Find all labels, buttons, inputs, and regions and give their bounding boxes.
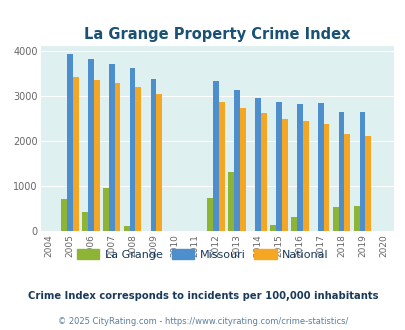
Bar	[359, 112, 364, 231]
Bar	[61, 199, 67, 231]
Bar	[124, 226, 129, 231]
Bar	[213, 82, 219, 231]
Bar	[219, 102, 224, 231]
Bar	[109, 64, 114, 231]
Bar	[82, 212, 87, 231]
Bar	[135, 87, 141, 231]
Bar	[207, 198, 213, 231]
Bar	[275, 102, 281, 231]
Legend: La Grange, Missouri, National: La Grange, Missouri, National	[77, 249, 328, 260]
Bar	[129, 68, 135, 231]
Bar	[332, 207, 338, 231]
Bar	[364, 136, 370, 231]
Bar	[317, 103, 323, 231]
Bar	[296, 104, 302, 231]
Bar	[269, 225, 275, 231]
Bar	[254, 98, 260, 231]
Bar	[150, 79, 156, 231]
Bar	[102, 188, 109, 231]
Bar	[353, 207, 359, 231]
Bar	[290, 216, 296, 231]
Bar	[228, 172, 234, 231]
Bar	[72, 77, 79, 231]
Bar	[338, 112, 344, 231]
Bar	[344, 134, 350, 231]
Text: Crime Index corresponds to incidents per 100,000 inhabitants: Crime Index corresponds to incidents per…	[28, 291, 377, 301]
Bar	[67, 54, 72, 231]
Bar	[323, 124, 328, 231]
Bar	[302, 120, 308, 231]
Bar	[281, 119, 287, 231]
Bar	[156, 94, 162, 231]
Title: La Grange Property Crime Index: La Grange Property Crime Index	[84, 27, 350, 42]
Bar	[114, 83, 120, 231]
Bar	[239, 108, 245, 231]
Bar	[94, 81, 99, 231]
Bar	[234, 90, 239, 231]
Bar	[87, 59, 94, 231]
Text: © 2025 CityRating.com - https://www.cityrating.com/crime-statistics/: © 2025 CityRating.com - https://www.city…	[58, 317, 347, 326]
Bar	[260, 114, 266, 231]
